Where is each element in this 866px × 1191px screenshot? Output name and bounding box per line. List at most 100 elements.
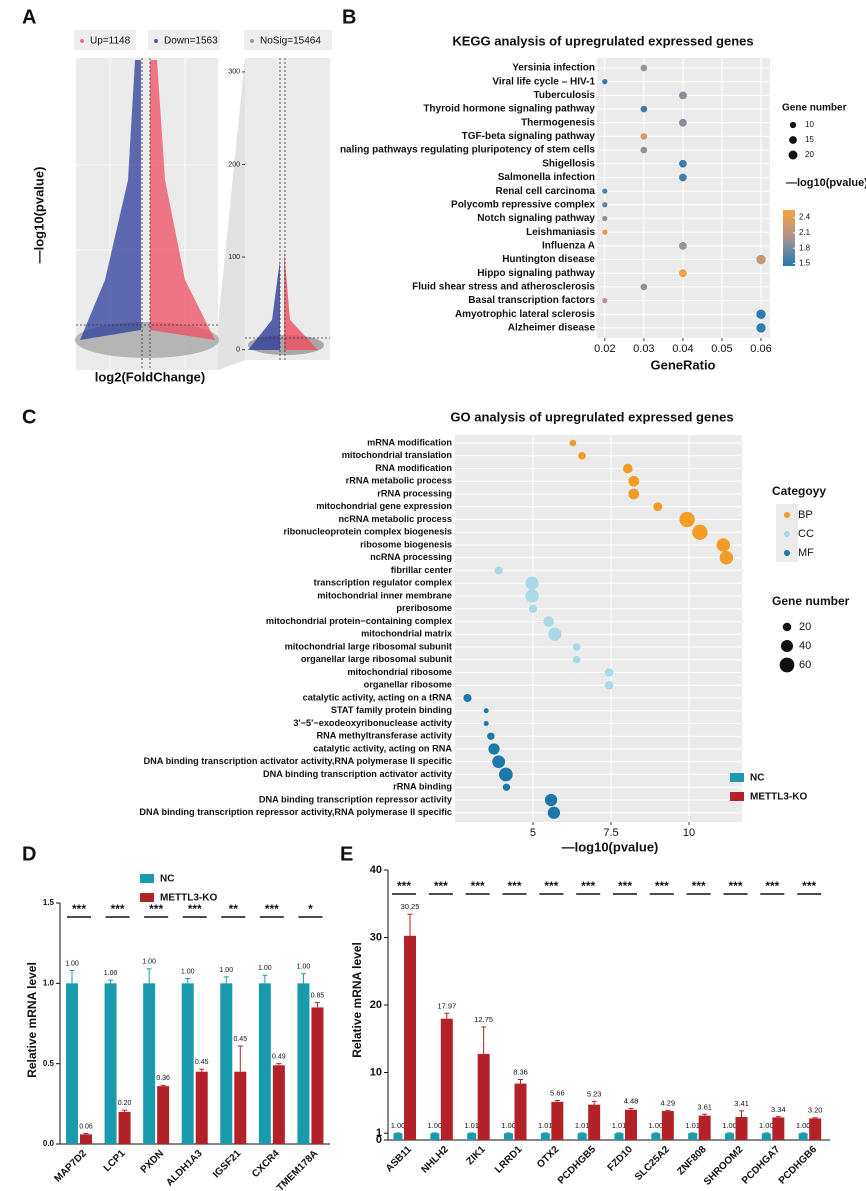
significance: *** [434,879,448,893]
plot-background [597,58,770,338]
category-label: ribosome biogenesis [360,539,452,549]
x-tick-label: 0.03 [633,343,654,355]
x-axis-label: log2(FoldChange) [95,369,206,384]
category-label: transcription regulator complex [314,578,453,588]
category-label: fibrillar center [391,565,453,575]
y-axis-label: Relative mRNA level [25,962,39,1078]
bar [66,983,78,1144]
value-label: 0.36 [156,1075,170,1082]
legend-label: MF [798,547,814,559]
category-label: rRNA binding [393,782,452,792]
value-label: 1.01 [575,1121,590,1130]
value-label: 1.00 [142,959,156,966]
significance: *** [188,902,202,916]
bar [258,983,271,1144]
bar [625,1109,637,1140]
x-tick-label: SHROOM2 [702,1144,746,1188]
category-label: Huntington disease [502,254,595,265]
bar [514,1083,527,1140]
y-axis-label: —log10(pvalue) [31,167,46,264]
bar [651,1133,661,1140]
value-label: 4.29 [661,1098,676,1107]
legend-label: NoSig=15464 [260,36,321,47]
dot [622,463,633,474]
bar [157,1086,170,1144]
legend-title: Gene number [782,103,847,114]
category-label: Yersinia infection [512,63,595,74]
legend-swatch [140,874,154,883]
down-cloud [80,60,141,340]
category-label: Thyroid hormone signaling pathway [423,104,595,115]
dot [628,488,640,500]
legend-label: 20 [805,150,814,159]
legend-label: Down=1563 [164,36,218,47]
bar [772,1117,785,1140]
bar [104,983,117,1144]
category-label: Notch signaling pathway [477,213,595,224]
legend-box [74,30,136,50]
dot [640,146,648,154]
bar [798,1133,808,1140]
category-label: 3'−5'−exodeoxyribonuclease activity [293,718,452,728]
x-tick-label: CXCR4 [250,1148,282,1180]
error-bar [108,979,114,984]
legend-label: 60 [799,659,811,671]
bar [551,1101,564,1140]
bar [143,983,156,1144]
dot [679,159,687,168]
legend-box [244,30,332,50]
category-label: STAT family protein binding [331,705,452,715]
error-bar [702,1113,708,1116]
significance: *** [397,879,411,893]
panel-label: B [342,6,356,28]
category-label: ncRNA processing [370,552,452,562]
bar [725,1133,734,1140]
size-key [779,657,795,673]
value-label: 1.00 [65,960,79,967]
category-label: mitochondrial gene expression [316,501,452,511]
y-tick-label: 0 [236,347,240,354]
x-tick-label: 0.06 [750,343,771,355]
significance: *** [655,879,669,893]
dot [602,229,608,235]
error-bar [628,1107,634,1110]
value-label: 1.00 [297,964,311,971]
significance: ** [229,902,239,916]
bar [430,1133,440,1140]
error-bar [591,1100,597,1105]
error-bar [276,1063,282,1066]
y-tick-label: 1.0 [43,978,55,987]
category-label: mitochondrial translation [342,450,453,460]
bar [272,1065,285,1144]
value-label: 5.23 [587,1089,602,1098]
value-label: 3.61 [697,1102,712,1111]
dot [692,524,708,540]
value-label: 0.20 [118,1100,132,1107]
bar [80,1134,92,1144]
legend-dot [154,39,158,43]
category-label: Renal cell carcinoma [496,186,596,197]
category-label: mitochondrial inner membrane [317,590,452,600]
category-label: catalytic activity, acting on RNA [313,743,452,753]
panel-label: D [22,843,36,865]
category-label: mitochondrial matrix [361,629,453,639]
dot [679,241,687,250]
dot [494,566,503,575]
category-label: organellar ribosome [364,680,452,690]
dot [572,643,581,651]
category-label: Hippo signaling pathway [477,268,595,279]
bar [698,1115,711,1140]
value-label: 1.00 [181,968,195,975]
value-label: 1.01 [685,1121,700,1130]
legend-label: 40 [799,640,811,652]
bar [761,1133,771,1140]
legend-dot [250,39,254,43]
bar [311,1007,324,1144]
error-bar [300,973,306,984]
legend-box [148,30,220,50]
bar [404,935,416,1140]
x-tick-label: OTX2 [535,1144,562,1171]
panel-label: A [22,6,36,28]
chart-title: KEGG analysis of upregrulated expressed … [452,33,753,48]
